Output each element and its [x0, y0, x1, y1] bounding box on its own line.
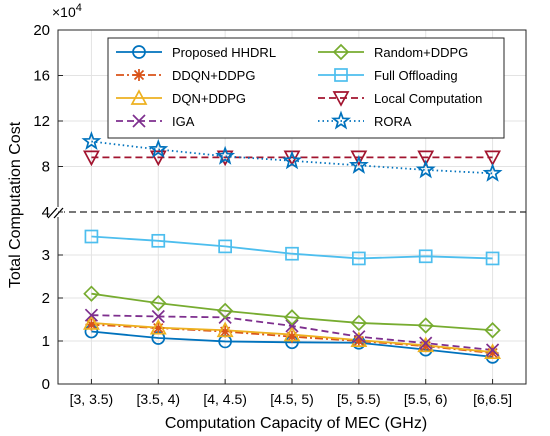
- axis-break-gap: [50, 207, 64, 217]
- y-tick-label: 20: [33, 22, 50, 39]
- data-point: [216, 321, 234, 338]
- y-axis-label: Total Computation Cost: [7, 121, 24, 288]
- legend-marker: [130, 89, 148, 105]
- y-tick-label: 12: [33, 113, 50, 130]
- x-tick-label: [5.5, 6): [404, 391, 448, 407]
- data-point: [348, 154, 369, 174]
- data-point: [286, 330, 298, 343]
- data-point: [484, 343, 501, 360]
- legend-label: RORA: [374, 114, 412, 129]
- data-point: [83, 314, 100, 330]
- data-point: [417, 150, 435, 167]
- series-line: [91, 292, 493, 332]
- y-tick-label: 0: [42, 376, 50, 393]
- y-tick-label: 4: [42, 204, 50, 221]
- y-tick-label: 16: [33, 68, 50, 85]
- x-tick-label: [3.5, 4): [136, 391, 180, 407]
- data-point: [352, 330, 366, 344]
- data-point: [282, 150, 302, 170]
- data-point: [417, 317, 434, 334]
- data-point: [417, 336, 435, 353]
- data-point: [149, 150, 167, 167]
- legend-marker: [334, 68, 348, 82]
- data-point: [81, 130, 102, 150]
- legend-label: IGA: [172, 114, 195, 129]
- y-tick-label: 8: [42, 159, 50, 176]
- legend-marker: [133, 69, 145, 81]
- data-point: [485, 343, 500, 357]
- x-tick-label: [5, 5.5): [337, 391, 381, 407]
- data-point: [285, 319, 299, 333]
- x-tick-label: [6,6.5]: [473, 391, 512, 407]
- legend-label: Local Computation: [374, 91, 482, 106]
- data-point: [218, 239, 232, 254]
- data-point: [150, 294, 167, 312]
- axis-break-mark: [53, 207, 64, 219]
- data-point: [152, 322, 165, 335]
- data-point: [283, 325, 301, 342]
- exponent-label: ×104: [52, 2, 82, 20]
- data-point: [216, 302, 234, 320]
- x-tick-label: [3, 3.5): [70, 391, 114, 407]
- data-point: [83, 285, 100, 302]
- data-point: [418, 249, 433, 264]
- legend-marker: [132, 114, 146, 128]
- legend-label: DQN+DDPG: [172, 91, 246, 106]
- data-point: [350, 314, 368, 332]
- data-point: [352, 335, 365, 347]
- data-point: [484, 150, 501, 167]
- axis-break-mark: [47, 207, 58, 219]
- data-point: [83, 150, 100, 167]
- legend-box: [107, 37, 505, 139]
- data-point: [84, 229, 99, 244]
- series-markers: [81, 130, 503, 364]
- series-line: [91, 235, 493, 260]
- legend-label: Random+DDPG: [374, 45, 468, 60]
- data-point: [151, 233, 166, 248]
- data-point: [149, 318, 167, 335]
- legend-marker: [332, 91, 350, 107]
- legend-marker: [332, 43, 350, 61]
- data-point: [350, 150, 368, 167]
- data-point: [482, 162, 503, 182]
- data-point: [285, 246, 299, 261]
- data-point: [84, 308, 99, 322]
- data-point: [215, 145, 236, 165]
- legend: Proposed HHDRL DDQN+DDPG DQN+DDPG IGA Random…: [107, 37, 505, 139]
- data-point: [419, 340, 432, 353]
- y-tick-label: 2: [42, 290, 50, 307]
- x-axis-label: Computation Capacity of MEC (GHz): [165, 415, 427, 432]
- legend-marker: [331, 110, 351, 130]
- y-tick-label: 3: [42, 247, 50, 264]
- data-point: [485, 251, 500, 266]
- data-point: [352, 251, 366, 266]
- x-tick-label: [4, 4.5): [203, 391, 247, 407]
- data-point: [419, 336, 433, 350]
- data-point: [486, 347, 499, 360]
- data-point: [148, 138, 169, 158]
- data-point: [283, 309, 301, 326]
- legend-label: Full Offloading: [374, 68, 458, 83]
- data-point: [415, 159, 436, 179]
- data-point: [219, 325, 232, 338]
- legend-marker: [132, 45, 146, 59]
- data-point: [151, 309, 165, 324]
- legend-label: Proposed HHDRL: [172, 45, 276, 60]
- legend-label: DDQN+DDPG: [172, 68, 255, 83]
- data-point: [85, 318, 98, 331]
- data-point: [484, 322, 501, 339]
- y-tick-label: 1: [42, 333, 50, 350]
- x-tick-label: [4.5, 5): [270, 391, 314, 407]
